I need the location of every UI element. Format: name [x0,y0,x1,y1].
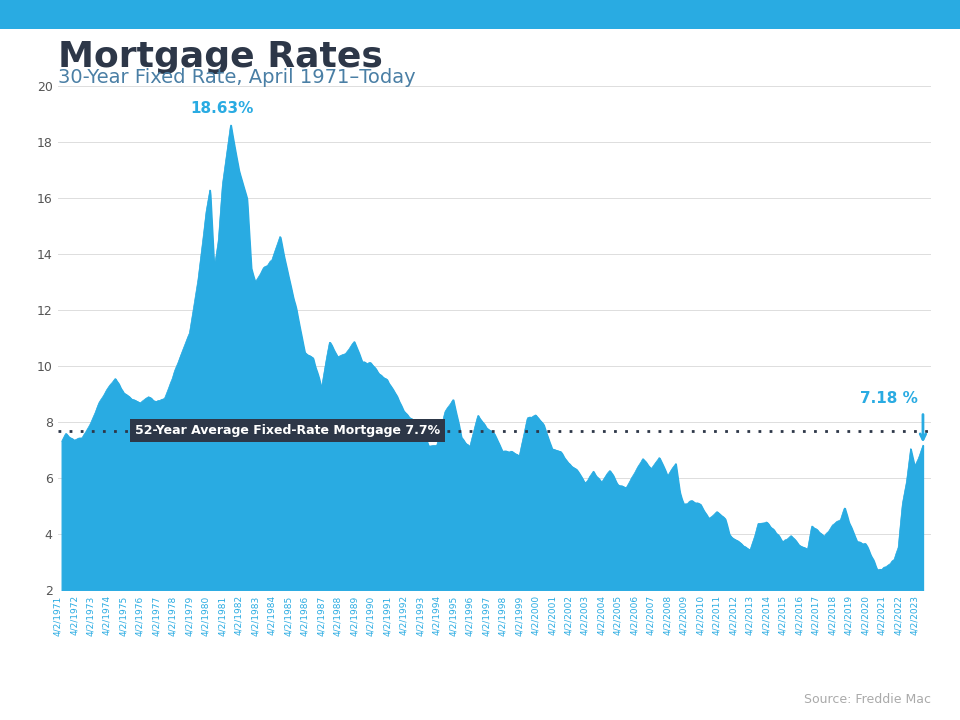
Text: 30-Year Fixed Rate, April 1971–Today: 30-Year Fixed Rate, April 1971–Today [58,68,416,87]
Text: 52-Year Average Fixed-Rate Mortgage 7.7%: 52-Year Average Fixed-Rate Mortgage 7.7% [135,424,440,437]
Text: Source: Freddie Mac: Source: Freddie Mac [804,693,931,706]
Text: Mortgage Rates: Mortgage Rates [58,40,382,73]
Text: 7.18 %: 7.18 % [860,391,918,406]
Text: 18.63%: 18.63% [191,102,254,117]
